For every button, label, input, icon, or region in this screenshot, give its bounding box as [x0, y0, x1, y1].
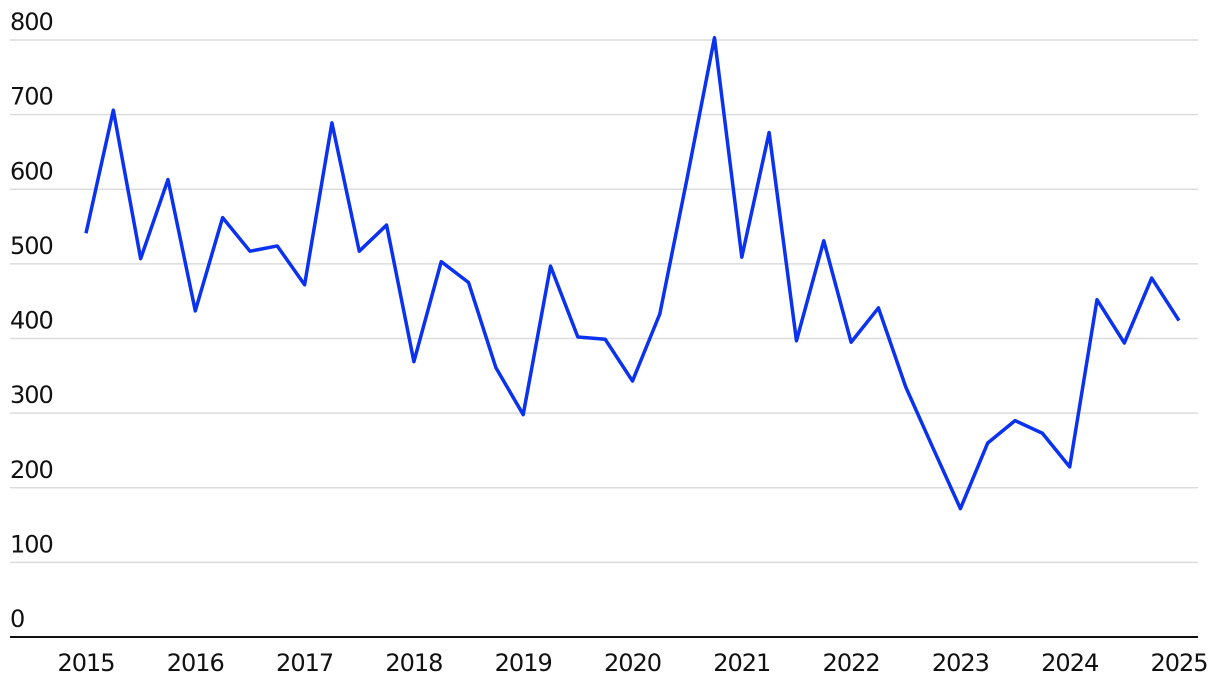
- y-tick-label: 600: [10, 157, 53, 185]
- x-tick-label: 2023: [932, 649, 989, 677]
- x-tick-label: 2025: [1150, 649, 1207, 677]
- y-tick-label: 700: [10, 83, 53, 111]
- x-tick-label: 2024: [1041, 649, 1098, 677]
- x-tick-label: 2019: [495, 649, 552, 677]
- y-tick-label: 200: [10, 456, 53, 484]
- x-tick-label: 2020: [604, 649, 661, 677]
- x-tick-label: 2017: [276, 649, 333, 677]
- y-tick-label: 400: [10, 307, 53, 335]
- line-series: [84, 36, 1181, 511]
- y-tick-label: 300: [10, 381, 53, 409]
- y-tick-label: 500: [10, 232, 53, 260]
- x-tick-label: 2022: [823, 649, 880, 677]
- x-tick-label: 2015: [57, 649, 114, 677]
- x-tick-label: 2021: [713, 649, 770, 677]
- y-tick-label: 0: [10, 605, 24, 633]
- x-tick-label: 2016: [167, 649, 224, 677]
- y-tick-label: 800: [10, 8, 53, 36]
- y-tick-label: 100: [10, 530, 53, 558]
- x-tick-label: 2018: [385, 649, 442, 677]
